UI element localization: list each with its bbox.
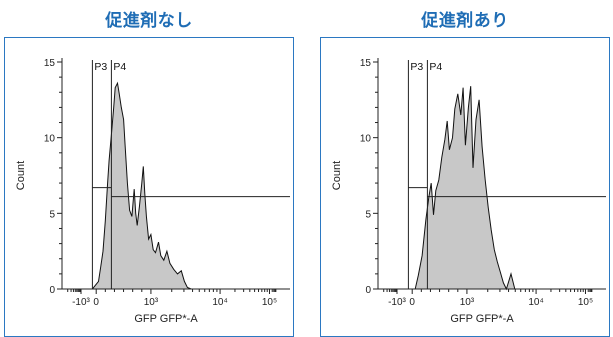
y-axis-title: Count [15, 161, 27, 190]
panel-title: 促進剤なし [105, 11, 193, 31]
gate-label-p4: P4 [113, 61, 126, 73]
x-tick-label: 10⁵ [578, 297, 593, 308]
x-tick-label: -10³ [388, 297, 406, 308]
gate-label-p3: P3 [410, 61, 423, 73]
y-tick-label: 5 [365, 209, 371, 220]
x-tick-label: 10⁴ [212, 297, 227, 308]
y-tick-label: 15 [360, 58, 372, 69]
panel-title: 促進剤あり [421, 11, 509, 31]
chart-panel-without-accelerator: 促進剤なし 0 5 10 15 -10³ 0 10³ 10⁴ 10⁵ P3 P4 Count GFP G… [4, 0, 294, 337]
x-tick-label: 0 [409, 297, 415, 308]
x-tick-label: 0 [93, 297, 99, 308]
x-tick-label: 10⁵ [262, 297, 277, 308]
x-tick-label: -10³ [72, 297, 90, 308]
x-axis-title: GFP GFP*-A [450, 313, 514, 325]
x-axis-title: GFP GFP*-A [134, 313, 198, 325]
y-tick-label: 0 [49, 285, 55, 296]
histogram-area [397, 86, 606, 291]
y-tick-label: 10 [44, 134, 56, 145]
y-tick-label: 10 [360, 134, 372, 145]
x-tick-label: 10⁴ [528, 297, 543, 308]
chart-panel-with-accelerator: 促進剤あり 0 5 10 15 -10³ 0 10³ 10⁴ 10⁵ P3 P4 Count GFP G… [320, 0, 610, 337]
gate-label-p3: P3 [94, 61, 107, 73]
gate-label-p4: P4 [429, 61, 442, 73]
y-tick-label: 15 [44, 58, 56, 69]
histogram-area [81, 81, 290, 290]
x-tick-label: 10³ [144, 297, 159, 308]
y-tick-label: 5 [49, 209, 55, 220]
y-axis-title: Count [331, 161, 343, 190]
x-tick-label: 10³ [460, 297, 475, 308]
y-tick-label: 0 [365, 285, 371, 296]
